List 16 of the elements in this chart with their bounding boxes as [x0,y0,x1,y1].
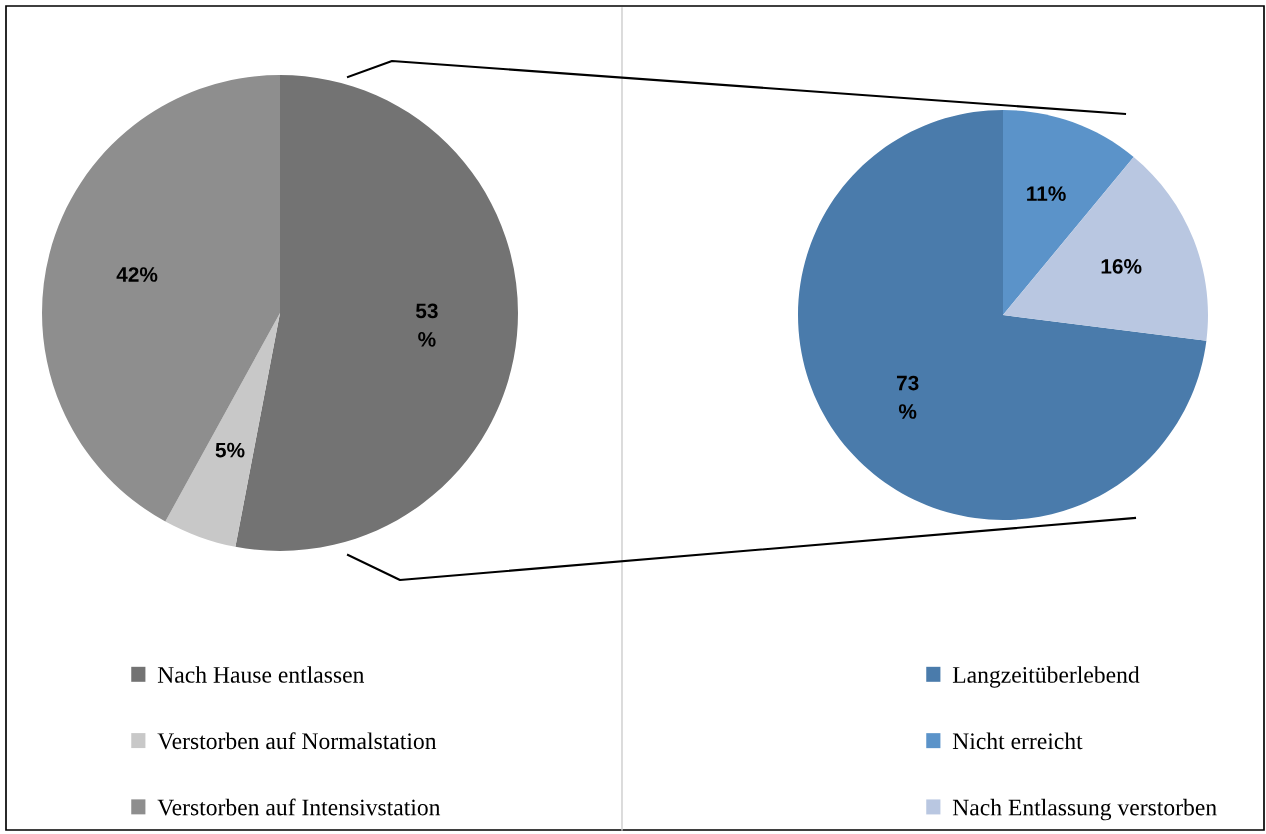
data-label: 73 % [896,375,919,419]
data-label: 11% [1027,186,1066,201]
pie-slice [798,110,1207,520]
legend-label: Verstorben auf Normalstation [157,732,437,750]
legend-label: Nicht erreicht [952,732,1083,750]
legend-label: Langzeitüberlebend [952,666,1140,688]
pie-slice [1003,157,1208,341]
data-label: 5% [215,442,245,458]
data-label: 53 % [415,303,438,347]
pie-slice [42,75,280,522]
data-label: 16% [1101,259,1142,274]
legend-label: Verstorben auf Intensivstation [157,798,441,816]
data-label: 42% [116,267,158,282]
legend-label: Nach Entlassung verstorben [952,798,1217,821]
pie-slice [165,313,280,547]
legend-label: Nach Hause entlassen [157,666,365,683]
